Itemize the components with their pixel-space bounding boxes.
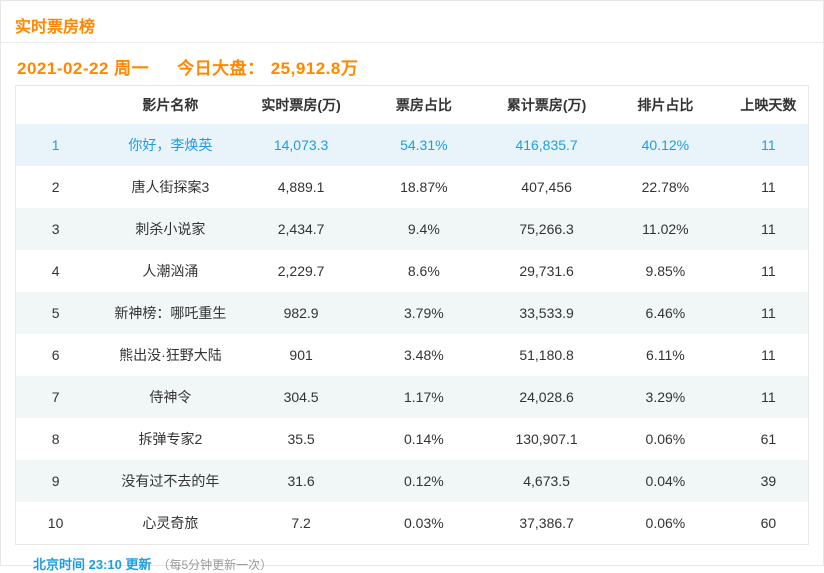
column-header-cumulative-boxoffice: 累计票房(万): [491, 86, 603, 124]
cell-scheduling-share: 11.02%: [642, 221, 689, 237]
cell-cumulative-boxoffice: 4,673.5: [523, 473, 570, 489]
cell-movie-name: 唐人街探案3: [131, 179, 210, 195]
table-row[interactable]: 4 人潮汹涌 2,229.7 8.6% 29,731.6 9.85% 11: [16, 250, 808, 292]
cell-movie-name: 心灵奇旅: [142, 515, 199, 531]
cell-boxoffice-share: 54.31%: [400, 137, 448, 153]
cell-cumulative-boxoffice: 37,386.7: [519, 515, 574, 531]
cell-cumulative-boxoffice: 33,533.9: [519, 305, 574, 321]
date-label: 2021-02-22 周一: [17, 59, 150, 78]
cell-scheduling-share: 0.04%: [645, 473, 686, 489]
cell-scheduling-share: 9.85%: [645, 263, 686, 279]
cell-movie-name: 侍神令: [149, 389, 192, 405]
table-row[interactable]: 2 唐人街探案3 4,889.1 18.87% 407,456 22.78% 11: [16, 166, 808, 208]
cell-release-days: 11: [761, 221, 776, 237]
cell-rank: 7: [51, 389, 60, 405]
table-row[interactable]: 8 拆弹专家2 35.5 0.14% 130,907.1 0.06% 61: [16, 418, 808, 460]
market-total-value: 25,912.8万: [270, 59, 359, 78]
cell-release-days: 39: [760, 473, 777, 489]
cell-rank: 10: [47, 515, 64, 531]
table-row[interactable]: 3 刺杀小说家 2,434.7 9.4% 75,266.3 11.02% 11: [16, 208, 808, 250]
cell-realtime-boxoffice: 901: [289, 347, 313, 363]
cell-cumulative-boxoffice: 407,456: [521, 179, 572, 195]
table-row[interactable]: 6 熊出没·狂野大陆 901 3.48% 51,180.8 6.11% 11: [16, 334, 808, 376]
cell-rank: 8: [51, 431, 60, 447]
cell-scheduling-share: 40.12%: [641, 137, 690, 153]
cell-cumulative-boxoffice: 51,180.8: [519, 347, 574, 363]
cell-release-days: 60: [760, 515, 777, 531]
cell-rank: 6: [51, 347, 60, 363]
table-row[interactable]: 10 心灵奇旅 7.2 0.03% 37,386.7 0.06% 60: [16, 502, 808, 544]
cell-release-days: 11: [761, 137, 776, 153]
cell-rank: 9: [51, 473, 60, 489]
cell-movie-name: 拆弹专家2: [138, 431, 203, 447]
cell-rank: 3: [51, 221, 60, 237]
cell-boxoffice-share: 3.48%: [403, 347, 444, 363]
cell-release-days: 11: [761, 179, 776, 195]
cell-realtime-boxoffice: 982.9: [283, 305, 319, 321]
cell-realtime-boxoffice: 4,889.1: [277, 179, 325, 195]
cell-realtime-boxoffice: 304.5: [283, 389, 319, 405]
cell-realtime-boxoffice: 31.6: [287, 473, 315, 489]
column-header-boxoffice-share: 票房占比: [356, 86, 492, 124]
cell-movie-name: 刺杀小说家: [135, 221, 206, 237]
cell-rank: 5: [51, 305, 60, 321]
cell-boxoffice-share: 0.03%: [403, 515, 444, 531]
update-frequency-note: （每5分钟更新一次）: [157, 558, 273, 572]
table-row[interactable]: 9 没有过不去的年 31.6 0.12% 4,673.5 0.04% 39: [16, 460, 808, 502]
cell-movie-name: 没有过不去的年: [121, 473, 220, 489]
cell-realtime-boxoffice: 2,434.7: [277, 221, 325, 237]
table-row[interactable]: 5 新神榜：哪吒重生 982.9 3.79% 33,533.9 6.46% 11: [16, 292, 808, 334]
update-time-text: 北京时间 23:10 更新: [33, 557, 152, 572]
cell-scheduling-share: 6.46%: [645, 305, 686, 321]
column-header-scheduling-share: 排片占比: [602, 86, 729, 124]
table-header-row: 影片名称 实时票房(万) 票房占比 累计票房(万) 排片占比 上映天数: [16, 86, 808, 124]
cell-release-days: 61: [760, 431, 777, 447]
title-bar: 实时票房榜: [1, 1, 823, 43]
cell-boxoffice-share: 3.79%: [403, 305, 444, 321]
cell-movie-name: 你好，李焕英: [128, 137, 213, 153]
cell-rank: 1: [51, 137, 60, 153]
cell-realtime-boxoffice: 7.2: [291, 515, 311, 531]
cell-boxoffice-share: 18.87%: [400, 179, 448, 195]
column-header-rank: [16, 86, 96, 124]
footer-bar: 北京时间 23:10 更新 （每5分钟更新一次）: [1, 545, 823, 573]
cell-release-days: 11: [761, 389, 776, 405]
cell-cumulative-boxoffice: 24,028.6: [519, 389, 574, 405]
cell-realtime-boxoffice: 14,073.3: [273, 137, 329, 153]
cell-scheduling-share: 0.06%: [645, 515, 686, 531]
cell-rank: 2: [51, 179, 60, 195]
cell-realtime-boxoffice: 35.5: [287, 431, 315, 447]
cell-boxoffice-share: 8.6%: [407, 263, 440, 279]
table-row[interactable]: 7 侍神令 304.5 1.17% 24,028.6 3.29% 11: [16, 376, 808, 418]
table-row[interactable]: 1 你好，李焕英 14,073.3 54.31% 416,835.7 40.12% 11: [16, 124, 808, 166]
column-header-realtime-boxoffice: 实时票房(万): [245, 86, 357, 124]
cell-boxoffice-share: 9.4%: [407, 221, 440, 237]
cell-scheduling-share: 0.06%: [645, 431, 686, 447]
cell-movie-name: 熊出没·狂野大陆: [119, 347, 222, 363]
cell-cumulative-boxoffice: 130,907.1: [515, 431, 578, 447]
cell-release-days: 11: [761, 263, 776, 279]
cell-cumulative-boxoffice: 416,835.7: [515, 137, 578, 153]
cell-boxoffice-share: 0.14%: [403, 431, 444, 447]
cell-scheduling-share: 3.29%: [645, 389, 686, 405]
cell-scheduling-share: 6.11%: [646, 347, 685, 363]
cell-realtime-boxoffice: 2,229.7: [277, 263, 325, 279]
cell-movie-name: 新神榜：哪吒重生: [114, 305, 227, 321]
column-header-movie-name: 影片名称: [95, 86, 246, 124]
cell-movie-name: 人潮汹涌: [142, 263, 199, 279]
cell-rank: 4: [51, 263, 60, 279]
cell-cumulative-boxoffice: 29,731.6: [519, 263, 574, 279]
cell-release-days: 11: [761, 305, 776, 321]
cell-release-days: 11: [761, 347, 776, 363]
cell-boxoffice-share: 1.17%: [403, 389, 444, 405]
market-total-label: 今日大盘：: [177, 59, 265, 78]
page-title: 实时票房榜: [15, 19, 96, 36]
cell-scheduling-share: 22.78%: [641, 179, 690, 195]
cell-cumulative-boxoffice: 75,266.3: [519, 221, 574, 237]
box-office-table: 影片名称 实时票房(万) 票房占比 累计票房(万) 排片占比 上映天数 1 你好，…: [15, 85, 809, 545]
column-header-release-days: 上映天数: [728, 86, 808, 124]
summary-bar: 2021-02-22 周一 今日大盘： 25,912.8万: [1, 43, 823, 85]
cell-boxoffice-share: 0.12%: [403, 473, 444, 489]
